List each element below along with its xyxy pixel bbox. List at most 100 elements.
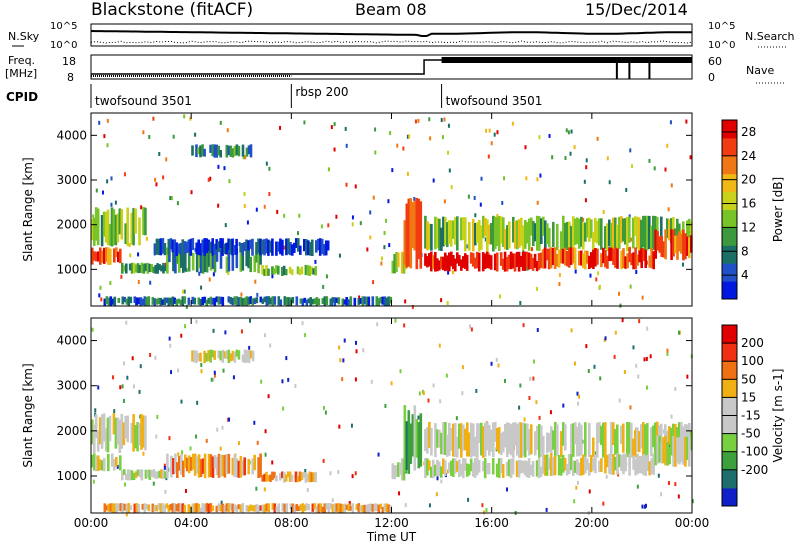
echo-cell: [426, 256, 429, 268]
noise-cell: [331, 498, 334, 503]
echo-cell: [153, 298, 157, 306]
noise-cell: [212, 377, 215, 382]
echo-cell: [156, 471, 159, 479]
echo-cell: [442, 458, 445, 474]
echo-cell: [305, 239, 308, 256]
noise-cell: [388, 243, 391, 248]
echo-cell: [167, 505, 171, 512]
noise-cell: [443, 117, 446, 122]
echo-cell: [193, 350, 196, 363]
echo-cell: [109, 503, 113, 512]
echo-cell: [163, 504, 167, 513]
echo-cell: [563, 457, 567, 471]
noise-cell: [198, 271, 201, 276]
echo-cell: [113, 503, 117, 513]
echo-cell: [560, 431, 563, 458]
noise-cell: [501, 200, 504, 205]
echo-cell: [387, 296, 391, 306]
echo-cell: [477, 252, 481, 272]
echo-cell: [281, 503, 285, 512]
echo-cell: [299, 298, 303, 304]
echo-cell: [103, 503, 107, 513]
echo-cell: [626, 253, 629, 269]
echo-cell: [333, 503, 337, 513]
echo-cell: [231, 457, 235, 476]
noise-cell: [119, 385, 122, 390]
echo-cell: [634, 247, 637, 270]
colorbar-swatch: [722, 120, 737, 139]
noise-cell: [565, 128, 568, 133]
echo-cell: [484, 422, 487, 457]
echo-cell: [138, 217, 141, 246]
echo-cell: [221, 296, 225, 306]
echo-cell: [284, 474, 288, 482]
noise-cell: [562, 403, 565, 408]
echo-cell: [118, 208, 122, 235]
noise-cell: [148, 134, 151, 139]
echo-cell: [155, 505, 159, 512]
noise-cell: [209, 176, 212, 181]
echo-cell: [164, 265, 167, 272]
noise-cell: [484, 237, 487, 242]
y-axis-label: Slant Range [km]: [21, 363, 35, 467]
echo-cell: [95, 251, 98, 262]
echo-cell: [124, 416, 127, 439]
echo-cell: [509, 458, 513, 479]
left-tick-1e5: 10^5: [50, 21, 77, 32]
echo-cell: [127, 503, 131, 513]
noise-cell: [362, 348, 365, 353]
noise-cell: [524, 145, 527, 150]
noise-cell: [100, 297, 103, 302]
echo-cell: [517, 459, 521, 478]
echo-cell: [624, 256, 627, 269]
noise-cell: [631, 164, 634, 169]
echo-cell: [582, 222, 585, 250]
echo-cell: [265, 265, 268, 276]
beam-label: Beam 08: [355, 0, 427, 19]
echo-cell: [565, 251, 569, 267]
echo-cell: [476, 423, 479, 458]
echo-cell: [161, 503, 165, 513]
echo-cell: [295, 504, 299, 511]
echo-cell: [434, 252, 437, 272]
echo-cell: [405, 421, 409, 471]
noise-cell: [219, 120, 222, 125]
echo-cell: [182, 247, 185, 273]
echo-cell: [428, 223, 431, 250]
noise-cell: [253, 420, 256, 425]
echo-cell: [676, 235, 679, 260]
echo-cell: [634, 216, 637, 237]
noise-cell: [333, 147, 336, 152]
noise-cell: [226, 128, 229, 133]
noise-cell: [436, 476, 439, 481]
echo-cell: [207, 298, 211, 304]
echo-cell: [319, 503, 323, 512]
noise-cell: [576, 401, 579, 406]
echo-cell: [311, 503, 315, 512]
echo-cell: [385, 503, 389, 513]
noise-cell: [126, 375, 129, 380]
echo-cell: [499, 458, 503, 474]
echo-cell: [680, 438, 683, 463]
echo-cell: [113, 296, 117, 306]
echo-cell: [177, 298, 181, 304]
echo-cell: [519, 460, 523, 474]
noise-cell: [645, 356, 648, 361]
echo-cell: [571, 460, 575, 476]
echo-cell: [475, 251, 479, 269]
echo-cell: [531, 257, 535, 271]
echo-cell: [379, 503, 383, 509]
noise-cell: [485, 128, 488, 133]
x-axis-label: Time UT: [366, 530, 417, 544]
echo-cell: [275, 265, 278, 274]
echo-cell: [291, 297, 295, 304]
echo-cell: [231, 297, 235, 306]
echo-cell: [371, 296, 375, 306]
echo-cell: [191, 350, 194, 362]
noise-cell: [212, 328, 215, 333]
echo-cell: [219, 248, 223, 269]
echo-cell: [203, 453, 207, 479]
noise-cell: [545, 507, 548, 512]
noise-cell: [630, 237, 633, 242]
